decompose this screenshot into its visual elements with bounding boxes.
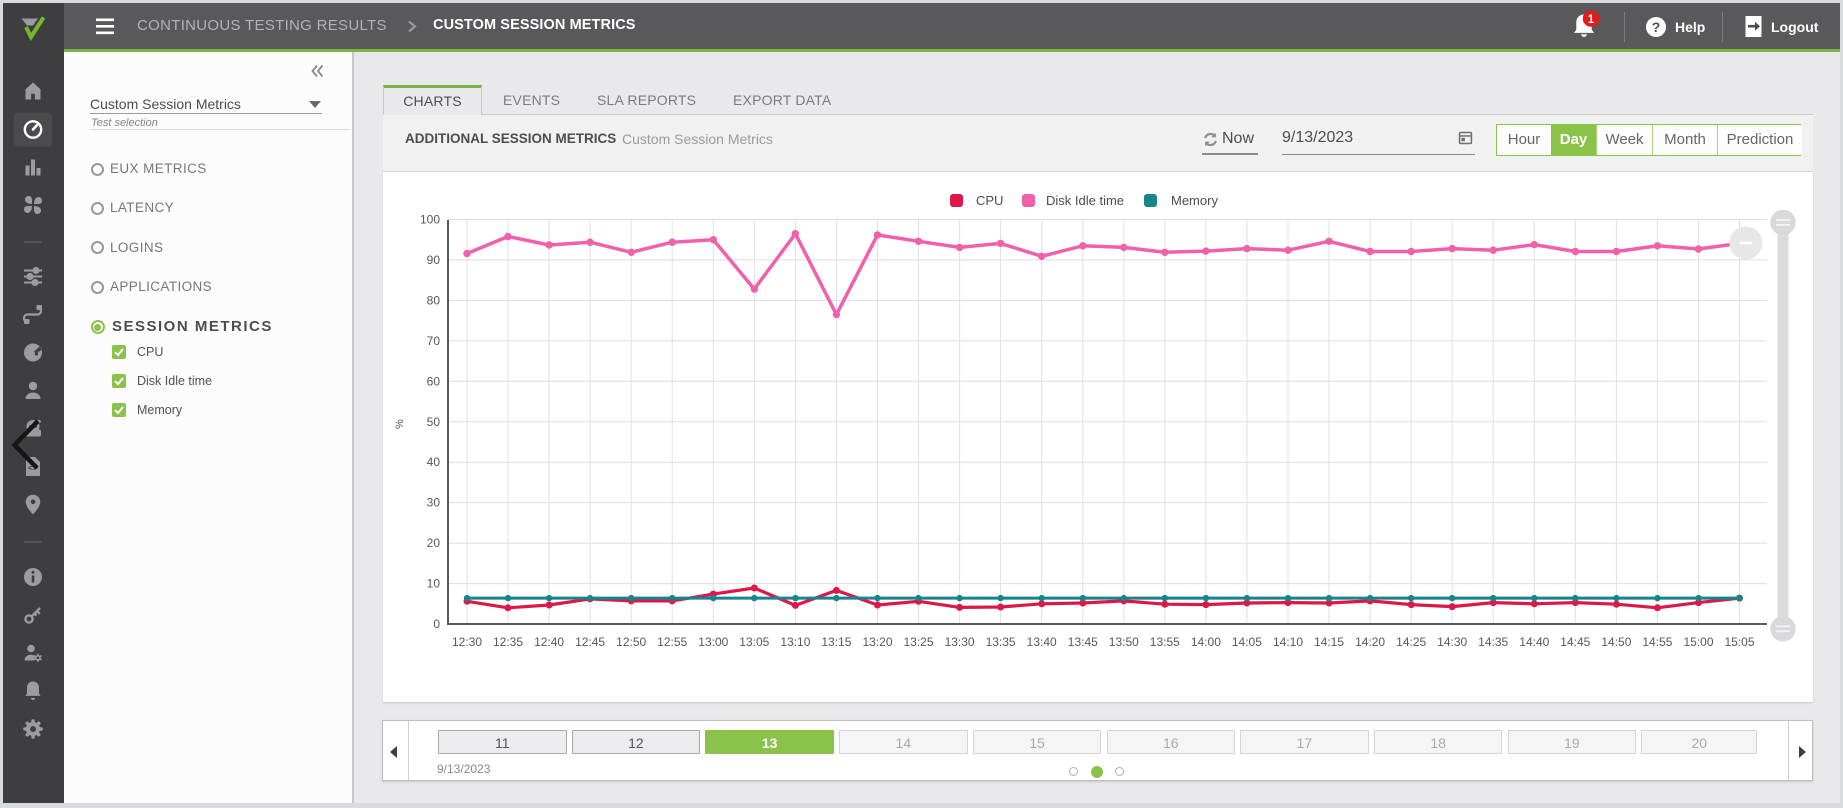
svg-text:13:05: 13:05 <box>739 635 769 649</box>
svg-text:14:25: 14:25 <box>1396 635 1426 649</box>
svg-text:30: 30 <box>427 496 441 510</box>
svg-text:20: 20 <box>427 536 441 550</box>
svg-text:1: 1 <box>1588 14 1595 26</box>
svg-text:12:30: 12:30 <box>452 635 482 649</box>
svg-text:14:20: 14:20 <box>1355 635 1385 649</box>
svg-text:13:45: 13:45 <box>1068 635 1098 649</box>
svg-text:14:05: 14:05 <box>1232 635 1262 649</box>
svg-text:80: 80 <box>427 293 441 307</box>
svg-text:15:00: 15:00 <box>1683 635 1713 649</box>
svg-text:14:50: 14:50 <box>1601 635 1631 649</box>
svg-text:12:35: 12:35 <box>493 635 523 649</box>
svg-text:14:10: 14:10 <box>1273 635 1303 649</box>
svg-text:90: 90 <box>427 253 441 267</box>
svg-text:60: 60 <box>427 374 441 388</box>
svg-text:CPU: CPU <box>976 193 1003 208</box>
svg-text:Disk Idle time: Disk Idle time <box>1046 193 1124 208</box>
svg-text:Memory: Memory <box>1171 193 1218 208</box>
svg-text:13:50: 13:50 <box>1109 635 1139 649</box>
svg-text:13:35: 13:35 <box>986 635 1016 649</box>
svg-text:0: 0 <box>433 617 440 631</box>
svg-text:13:20: 13:20 <box>862 635 892 649</box>
svg-text:?: ? <box>1652 19 1661 35</box>
svg-text:14:55: 14:55 <box>1642 635 1672 649</box>
svg-text:13:30: 13:30 <box>945 635 975 649</box>
svg-text:50: 50 <box>427 415 441 429</box>
svg-text:<>: <> <box>28 463 38 473</box>
svg-text:14:00: 14:00 <box>1191 635 1221 649</box>
svg-text:13:15: 13:15 <box>821 635 851 649</box>
svg-text:13:25: 13:25 <box>903 635 933 649</box>
svg-text:13:00: 13:00 <box>698 635 728 649</box>
svg-text:15:05: 15:05 <box>1724 635 1754 649</box>
svg-text:12:55: 12:55 <box>657 635 687 649</box>
svg-text:13:55: 13:55 <box>1150 635 1180 649</box>
svg-text:14:35: 14:35 <box>1478 635 1508 649</box>
svg-text:14:15: 14:15 <box>1314 635 1344 649</box>
svg-text:12:50: 12:50 <box>616 635 646 649</box>
svg-text:70: 70 <box>427 334 441 348</box>
svg-text:13:40: 13:40 <box>1027 635 1057 649</box>
svg-text:12:40: 12:40 <box>534 635 564 649</box>
svg-text:%: % <box>394 419 406 429</box>
svg-text:100: 100 <box>420 213 440 227</box>
svg-text:14:40: 14:40 <box>1519 635 1549 649</box>
svg-text:13:10: 13:10 <box>780 635 810 649</box>
svg-text:10: 10 <box>427 577 441 591</box>
svg-text:14:30: 14:30 <box>1437 635 1467 649</box>
svg-text:14:45: 14:45 <box>1560 635 1590 649</box>
svg-text:12:45: 12:45 <box>575 635 605 649</box>
svg-text:40: 40 <box>427 455 441 469</box>
